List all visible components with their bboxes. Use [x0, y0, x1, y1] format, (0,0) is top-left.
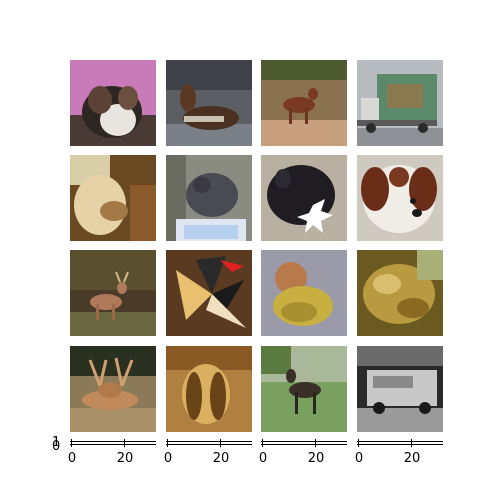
x-tick-label: 20: [403, 451, 421, 466]
x-tick: [411, 439, 412, 447]
x-tick-label: 0: [67, 451, 77, 466]
image-tile-saint-bernard: [357, 155, 443, 241]
image-tile-grayscale-truck: [357, 346, 443, 432]
image-tile-deer-field: [261, 60, 347, 146]
dog-image: [357, 155, 443, 241]
deer-image: [70, 346, 156, 432]
x-tick-label: 20: [307, 451, 325, 466]
image-tile-frog-leaves: [357, 250, 443, 336]
image-tile-cat: [166, 155, 252, 241]
x-tick-label: 20: [116, 451, 134, 466]
deer-image: [261, 346, 347, 432]
truck-image: [357, 60, 443, 146]
x-tick: [220, 439, 221, 447]
image-tile-black-dog: [261, 155, 347, 241]
image-tile-frog-hand: [70, 155, 156, 241]
axis-spine: [357, 444, 443, 445]
y-tick-label: 1: [52, 435, 61, 450]
image-tile-deer-forest: [70, 250, 156, 336]
deer-image: [70, 250, 156, 336]
frog-image: [357, 250, 443, 336]
image-tile-horse: [166, 60, 252, 146]
x-tick: [358, 439, 359, 447]
x-tick: [124, 439, 125, 447]
axis-spine: [166, 444, 252, 445]
deer-image: [261, 60, 347, 146]
cat-image: [166, 155, 252, 241]
axis-spine: [261, 444, 347, 445]
axis-spine: [70, 441, 156, 442]
x-tick-label: 20: [212, 451, 230, 466]
image-tile-deer-antlers: [70, 346, 156, 432]
horse-image: [166, 60, 252, 146]
x-axis-1: 0 20: [67, 439, 156, 467]
x-tick: [71, 439, 72, 447]
x-tick: [315, 439, 316, 447]
x-tick-label: 0: [354, 451, 364, 466]
axis-spine: [70, 444, 156, 445]
image-tile-dog-pink: [70, 60, 156, 146]
x-tick: [262, 439, 263, 447]
axis-spine: [357, 441, 443, 442]
x-tick: [167, 439, 168, 447]
dog-image: [261, 250, 347, 336]
truck-image: [357, 346, 443, 432]
y-tick-label: 0: [52, 439, 61, 454]
axis-spine: [166, 441, 252, 442]
airplane-image: [166, 250, 252, 336]
image-tile-truck: [357, 60, 443, 146]
x-axis-2: 0 20: [163, 439, 252, 467]
image-tile-deer-grass: [261, 346, 347, 432]
x-axis-4: 0 20: [354, 439, 443, 467]
axis-spine: [261, 441, 347, 442]
dog-image: [166, 346, 252, 432]
image-tile-small-dog: [261, 250, 347, 336]
x-tick-label: 0: [163, 451, 173, 466]
x-axis-3: 0 20: [258, 439, 347, 467]
dog-image: [70, 60, 156, 146]
image-tile-long-haired-dog: [166, 346, 252, 432]
x-tick-label: 0: [258, 451, 268, 466]
frog-image: [70, 155, 156, 241]
dog-image: [261, 155, 347, 241]
image-tile-kite: [166, 250, 252, 336]
